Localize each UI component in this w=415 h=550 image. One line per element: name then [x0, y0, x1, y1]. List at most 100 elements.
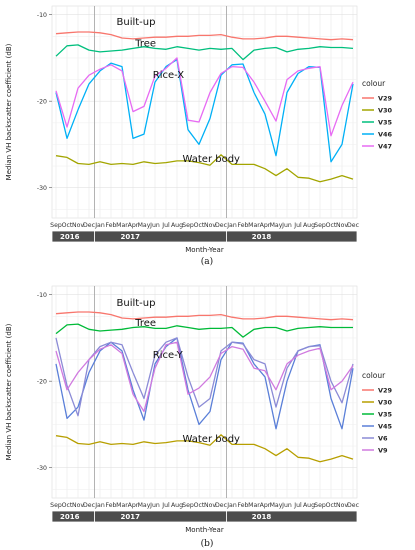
x-tick-label: Oct	[326, 502, 337, 509]
x-tick-label: Jun	[281, 502, 292, 509]
year-strip-label: 2016	[60, 513, 80, 521]
x-tick-label: Mar	[116, 222, 128, 229]
x-tick-label: Apr	[128, 502, 139, 509]
x-tick-label: Oct	[326, 222, 337, 229]
x-tick-label: May	[138, 222, 151, 229]
x-tick-label: Aug	[171, 222, 183, 229]
y-tick-label: -30	[37, 185, 47, 192]
x-tick-label: Nov	[204, 222, 216, 229]
panel-caption: (b)	[201, 538, 214, 549]
x-tick-label: Oct	[62, 502, 73, 509]
legend-title: colour	[362, 371, 386, 380]
x-tick-label: Mar	[248, 502, 260, 509]
x-tick-label: May	[138, 502, 151, 509]
x-tick-label: Jul	[161, 502, 170, 509]
x-tick-label: Jul	[293, 222, 302, 229]
year-strip-label: 2017	[121, 513, 141, 521]
annotation-label: Tree	[134, 318, 156, 329]
x-tick-label: Aug	[303, 222, 315, 229]
x-tick-label: Jan	[226, 222, 237, 229]
year-strip-label: 2018	[252, 233, 272, 241]
x-tick-label: Dec	[83, 502, 96, 509]
x-tick-label: Dec	[83, 222, 96, 229]
series-line-v30	[55, 434, 354, 463]
year-strip	[226, 230, 358, 243]
y-axis-title: Median VH backscatter coefficient (dB)	[5, 43, 13, 180]
legend-entry-v29: V29	[378, 386, 393, 394]
y-axis-title: Median VH backscatter coefficient (dB)	[5, 323, 13, 460]
x-tick-label: Dec	[215, 502, 228, 509]
annotation-label: Tree	[134, 39, 156, 50]
series-line-v35	[55, 323, 353, 338]
x-tick-label: Jun	[149, 502, 160, 509]
x-tick-label: Jan	[94, 222, 105, 229]
x-tick-label: May	[270, 222, 283, 229]
x-tick-label: Nov	[336, 502, 348, 509]
x-tick-label: May	[270, 502, 283, 509]
y-tick-label: -10	[37, 292, 47, 299]
legend-entry-v45: V45	[378, 422, 393, 430]
y-tick-label: -20	[37, 99, 47, 106]
year-strip-label: 2018	[252, 513, 272, 521]
x-tick-label: Sep	[314, 222, 326, 229]
x-tick-label: Dec	[347, 502, 360, 509]
x-tick-label: Feb	[238, 502, 249, 509]
chart-panel-2: -10 -20 -30 Median VH backscatter coefficie…	[5, 285, 393, 549]
legend-entry-v30: V30	[378, 106, 393, 114]
x-tick-label: Jun	[149, 222, 160, 229]
x-tick-label: Oct	[62, 222, 73, 229]
series-line-v30	[55, 154, 354, 183]
panel-caption: (a)	[201, 256, 213, 267]
legend-entry-v47: V47	[378, 142, 392, 150]
x-tick-label: Nov	[336, 222, 348, 229]
annotation-label: Rice-Y	[153, 350, 184, 361]
annotation-label: Built-up	[117, 17, 156, 28]
x-tick-label: Nov	[72, 222, 84, 229]
chart-panel-1: -10 -20 -30 Median VH backscatter coefficie…	[5, 5, 393, 267]
x-tick-label: Dec	[215, 222, 228, 229]
plot-area	[51, 5, 358, 219]
x-tick-label: Apr	[260, 502, 271, 509]
x-tick-label: Sep	[50, 502, 62, 509]
x-tick-label: Sep	[182, 502, 194, 509]
series-line-v29	[55, 31, 354, 41]
series-line-v9	[55, 341, 354, 413]
legend-entry-v6: V6	[378, 434, 388, 442]
legend-entry-v29: V29	[378, 94, 393, 102]
y-tick-label: -20	[37, 379, 47, 386]
x-axis-title: Month-Year	[185, 246, 224, 254]
annotation-label: Rice-X	[153, 70, 184, 81]
x-axis-title: Month-Year	[185, 526, 224, 534]
x-tick-label: Jan	[226, 502, 237, 509]
x-tick-label: Apr	[260, 222, 271, 229]
annotation-label: Built-up	[117, 298, 156, 309]
x-tick-label: Mar	[248, 222, 260, 229]
legend-entry-v9: V9	[378, 446, 388, 454]
series-line-v6	[55, 337, 354, 417]
x-tick-label: Oct	[194, 502, 205, 509]
x-tick-label: Feb	[106, 222, 117, 229]
x-tick-label: Aug	[303, 502, 315, 509]
x-tick-label: Oct	[194, 222, 205, 229]
x-tick-label: Mar	[116, 502, 128, 509]
x-tick-label: Feb	[106, 502, 117, 509]
year-strip	[226, 510, 358, 523]
x-tick-label: Jun	[281, 222, 292, 229]
x-tick-label: Sep	[314, 502, 326, 509]
plot-area	[51, 285, 358, 499]
x-tick-label: Jul	[293, 502, 302, 509]
year-strip	[94, 510, 227, 523]
x-tick-label: Apr	[128, 222, 139, 229]
y-tick-label: -30	[37, 465, 47, 472]
series-line-v29	[55, 311, 354, 321]
x-tick-label: Nov	[204, 502, 216, 509]
annotation-label: Water body	[183, 154, 241, 165]
series-line-v47	[55, 57, 354, 137]
x-tick-label: Dec	[347, 222, 360, 229]
legend-entry-v35: V35	[378, 118, 393, 126]
year-strip-label: 2016	[60, 233, 80, 241]
legend-entry-v46: V46	[378, 130, 393, 138]
year-strip	[94, 230, 227, 243]
